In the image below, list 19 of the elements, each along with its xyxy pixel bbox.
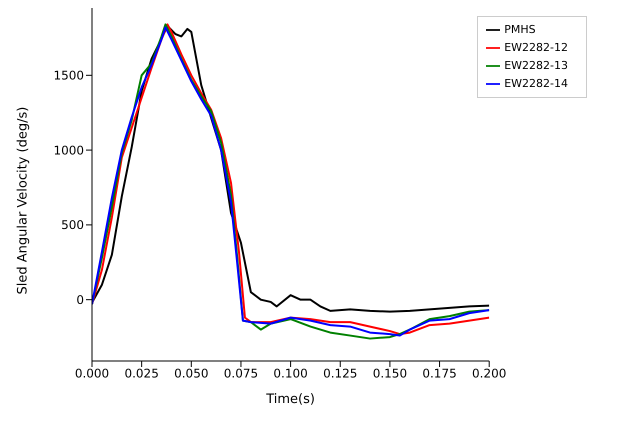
- y-tick-label: 0: [76, 292, 84, 307]
- legend-label: EW2282-13: [504, 59, 568, 72]
- legend-label: PMHS: [504, 23, 536, 36]
- x-tick-label: 0.175: [422, 366, 457, 381]
- x-tick-label: 0.000: [74, 366, 110, 381]
- x-tick-label: 0.075: [224, 366, 258, 381]
- x-tick-label: 0.200: [472, 366, 506, 381]
- x-axis-title: Time(s): [265, 392, 315, 407]
- y-tick-label: 1000: [53, 143, 84, 158]
- y-tick-label: 500: [61, 218, 84, 232]
- x-tick-label: 0.050: [174, 366, 208, 381]
- y-tick-label: 1500: [53, 68, 84, 83]
- x-tick-label: 0.100: [273, 366, 308, 381]
- x-tick-label: 0.150: [372, 366, 408, 381]
- x-tick-label: 0.125: [323, 366, 358, 381]
- legend-label: EW2282-12: [504, 41, 568, 54]
- x-tick-label: 0.025: [124, 366, 159, 381]
- y-axis-title: Sled Angular Velocity (deg/s): [16, 106, 31, 294]
- legend-label: EW2282-14: [504, 77, 568, 90]
